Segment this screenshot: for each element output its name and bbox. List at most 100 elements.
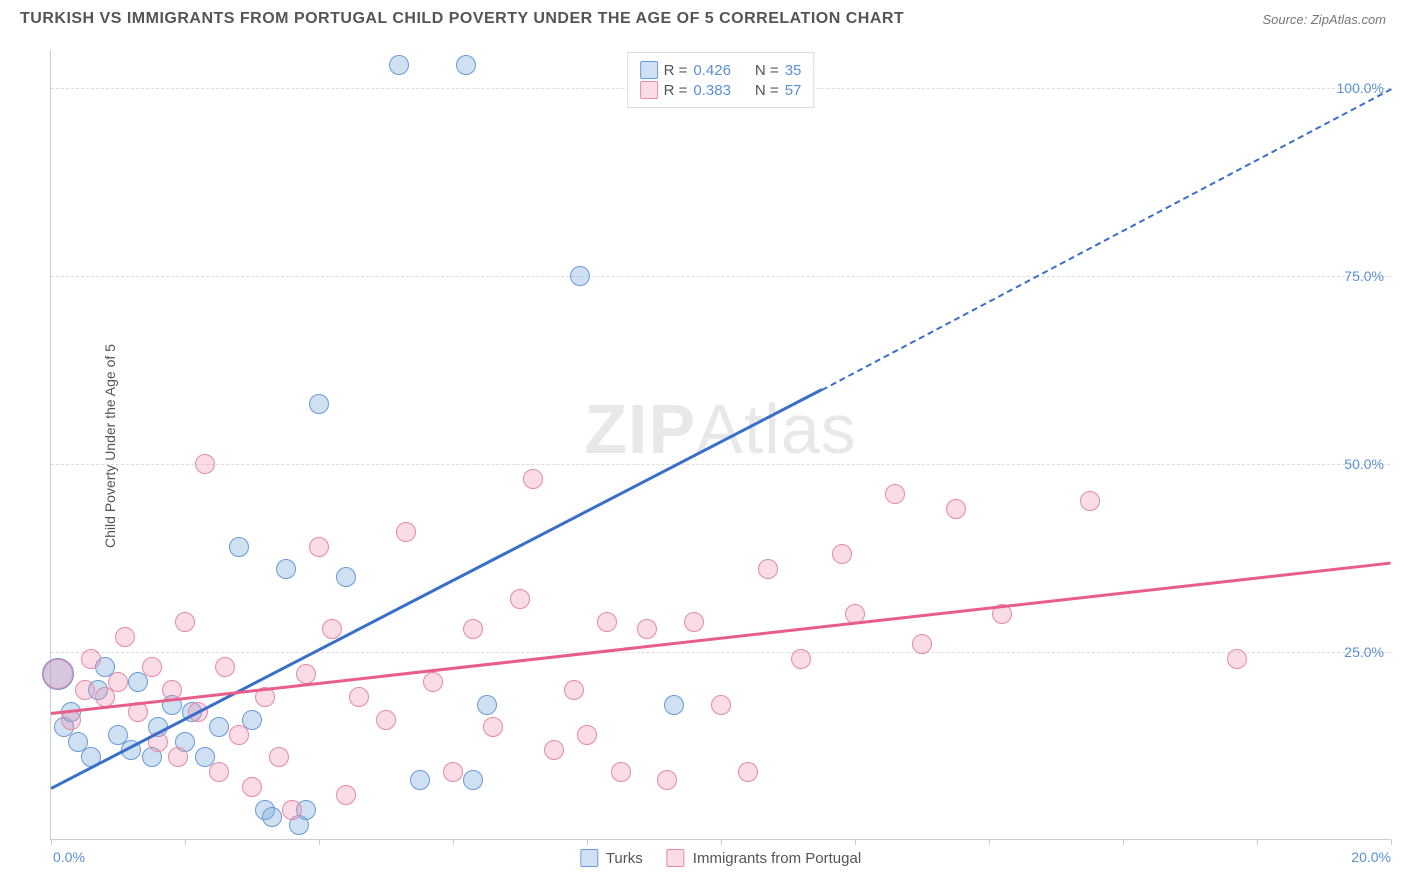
x-tick [989, 839, 990, 845]
scatter-point [376, 710, 396, 730]
scatter-point [564, 680, 584, 700]
scatter-point [885, 484, 905, 504]
x-tick [1391, 839, 1392, 845]
scatter-point [209, 762, 229, 782]
legend-swatch [580, 849, 598, 867]
scatter-point [81, 649, 101, 669]
x-tick [1257, 839, 1258, 845]
correlation-legend: R = 0.426 N = 35 R = 0.383 N = 57 [627, 52, 815, 108]
source-attribution: Source: ZipAtlas.com [1262, 12, 1386, 27]
scatter-point [577, 725, 597, 745]
scatter-point [43, 659, 73, 689]
scatter-point [269, 747, 289, 767]
x-tick-label-max: 20.0% [1351, 849, 1391, 865]
scatter-point [262, 807, 282, 827]
legend-n-value: 57 [785, 82, 802, 99]
legend-r-label: R = [664, 82, 688, 99]
scatter-point [242, 777, 262, 797]
chart-title: TURKISH VS IMMIGRANTS FROM PORTUGAL CHIL… [20, 10, 904, 28]
scatter-point [477, 695, 497, 715]
scatter-point [657, 770, 677, 790]
scatter-chart: ZIPAtlas 25.0%50.0%75.0%100.0%0.0%20.0%R… [50, 50, 1390, 840]
x-tick [319, 839, 320, 845]
legend-row: R = 0.383 N = 57 [640, 81, 802, 99]
scatter-point [684, 612, 704, 632]
x-tick [51, 839, 52, 845]
scatter-point [523, 469, 543, 489]
scatter-point [791, 649, 811, 669]
scatter-point [229, 725, 249, 745]
legend-series-name: Immigrants from Portugal [693, 850, 861, 867]
scatter-point [410, 770, 430, 790]
scatter-point [115, 627, 135, 647]
scatter-point [463, 619, 483, 639]
legend-n-label: N = [755, 82, 779, 99]
legend-r-label: R = [664, 62, 688, 79]
scatter-point [336, 567, 356, 587]
scatter-point [108, 672, 128, 692]
gridline [51, 276, 1390, 277]
scatter-point [664, 695, 684, 715]
x-tick [587, 839, 588, 845]
y-tick-label: 25.0% [1344, 644, 1384, 660]
scatter-point [738, 762, 758, 782]
scatter-point [336, 785, 356, 805]
y-tick-label: 50.0% [1344, 456, 1384, 472]
scatter-point [215, 657, 235, 677]
scatter-point [456, 55, 476, 75]
scatter-point [443, 762, 463, 782]
legend-swatch [667, 849, 685, 867]
scatter-point [570, 266, 590, 286]
x-tick [721, 839, 722, 845]
scatter-point [162, 680, 182, 700]
legend-item: Immigrants from Portugal [667, 849, 861, 867]
scatter-point [309, 394, 329, 414]
watermark: ZIPAtlas [584, 389, 857, 469]
gridline [51, 464, 1390, 465]
legend-n-label: N = [755, 62, 779, 79]
scatter-point [396, 522, 416, 542]
x-tick [453, 839, 454, 845]
scatter-point [142, 657, 162, 677]
scatter-point [711, 695, 731, 715]
scatter-point [195, 454, 215, 474]
legend-item: Turks [580, 849, 643, 867]
scatter-point [168, 747, 188, 767]
scatter-point [175, 612, 195, 632]
legend-swatch [640, 81, 658, 99]
legend-series-name: Turks [606, 850, 643, 867]
scatter-point [389, 55, 409, 75]
scatter-point [637, 619, 657, 639]
gridline [51, 652, 1390, 653]
scatter-point [510, 589, 530, 609]
trend-line [51, 562, 1391, 715]
trend-line [50, 389, 822, 790]
scatter-point [349, 687, 369, 707]
scatter-point [282, 800, 302, 820]
y-tick-label: 75.0% [1344, 268, 1384, 284]
y-tick-label: 100.0% [1337, 80, 1384, 96]
scatter-point [296, 664, 316, 684]
x-tick [185, 839, 186, 845]
scatter-point [463, 770, 483, 790]
scatter-point [209, 717, 229, 737]
scatter-point [276, 559, 296, 579]
legend-n-value: 35 [785, 62, 802, 79]
scatter-point [309, 537, 329, 557]
trend-line [821, 88, 1391, 391]
legend-r-value: 0.383 [693, 82, 731, 99]
scatter-point [946, 499, 966, 519]
scatter-point [229, 537, 249, 557]
scatter-point [75, 680, 95, 700]
legend-swatch [640, 61, 658, 79]
x-tick [855, 839, 856, 845]
scatter-point [544, 740, 564, 760]
scatter-point [423, 672, 443, 692]
scatter-point [611, 762, 631, 782]
legend-row: R = 0.426 N = 35 [640, 61, 802, 79]
scatter-point [483, 717, 503, 737]
scatter-point [1227, 649, 1247, 669]
x-tick-label-min: 0.0% [53, 849, 85, 865]
scatter-point [912, 634, 932, 654]
legend-r-value: 0.426 [693, 62, 731, 79]
